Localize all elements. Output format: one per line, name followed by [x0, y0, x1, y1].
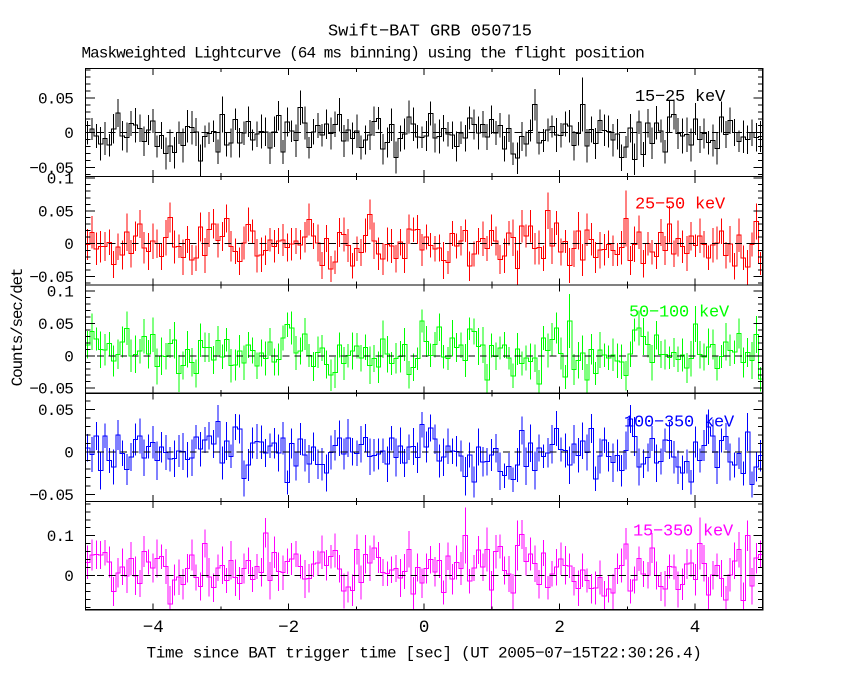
svg-text:2: 2 — [554, 618, 565, 638]
svg-text:0.1: 0.1 — [47, 171, 74, 189]
svg-text:Counts/sec/det: Counts/sec/det — [9, 269, 27, 387]
svg-text:0: 0 — [419, 618, 430, 638]
svg-text:0.05: 0.05 — [38, 203, 73, 221]
svg-text:0.05: 0.05 — [38, 316, 73, 334]
svg-text:0: 0 — [64, 125, 73, 143]
svg-text:4: 4 — [690, 618, 701, 638]
svg-text:0: 0 — [64, 236, 73, 254]
svg-text:0: 0 — [64, 348, 73, 366]
svg-text:0: 0 — [64, 568, 73, 586]
svg-text:−0.05: −0.05 — [29, 160, 73, 178]
svg-text:−4: −4 — [143, 618, 164, 638]
svg-text:15−25 keV: 15−25 keV — [635, 88, 726, 107]
svg-text:−0.05: −0.05 — [29, 487, 73, 505]
svg-text:100−350 keV: 100−350 keV — [624, 414, 735, 433]
svg-text:−0.05: −0.05 — [29, 381, 73, 399]
svg-text:−2: −2 — [278, 618, 299, 638]
svg-text:0.05: 0.05 — [38, 402, 73, 420]
svg-text:0.1: 0.1 — [47, 284, 74, 302]
svg-text:−0.05: −0.05 — [29, 269, 73, 287]
svg-text:50−100 keV: 50−100 keV — [629, 304, 730, 323]
svg-text:0.1: 0.1 — [47, 528, 74, 546]
svg-text:Maskweighted Lightcurve (64 ms: Maskweighted Lightcurve (64 ms binning) … — [82, 45, 645, 63]
svg-text:Swift−BAT GRB 050715: Swift−BAT GRB 050715 — [328, 23, 532, 42]
svg-text:0.05: 0.05 — [38, 90, 73, 108]
svg-text:Time since BAT trigger time [s: Time since BAT trigger time [sec] (UT 20… — [146, 645, 701, 663]
svg-text:0: 0 — [64, 445, 73, 463]
svg-text:15−350 keV: 15−350 keV — [633, 523, 734, 542]
svg-text:25−50 keV: 25−50 keV — [635, 196, 726, 215]
